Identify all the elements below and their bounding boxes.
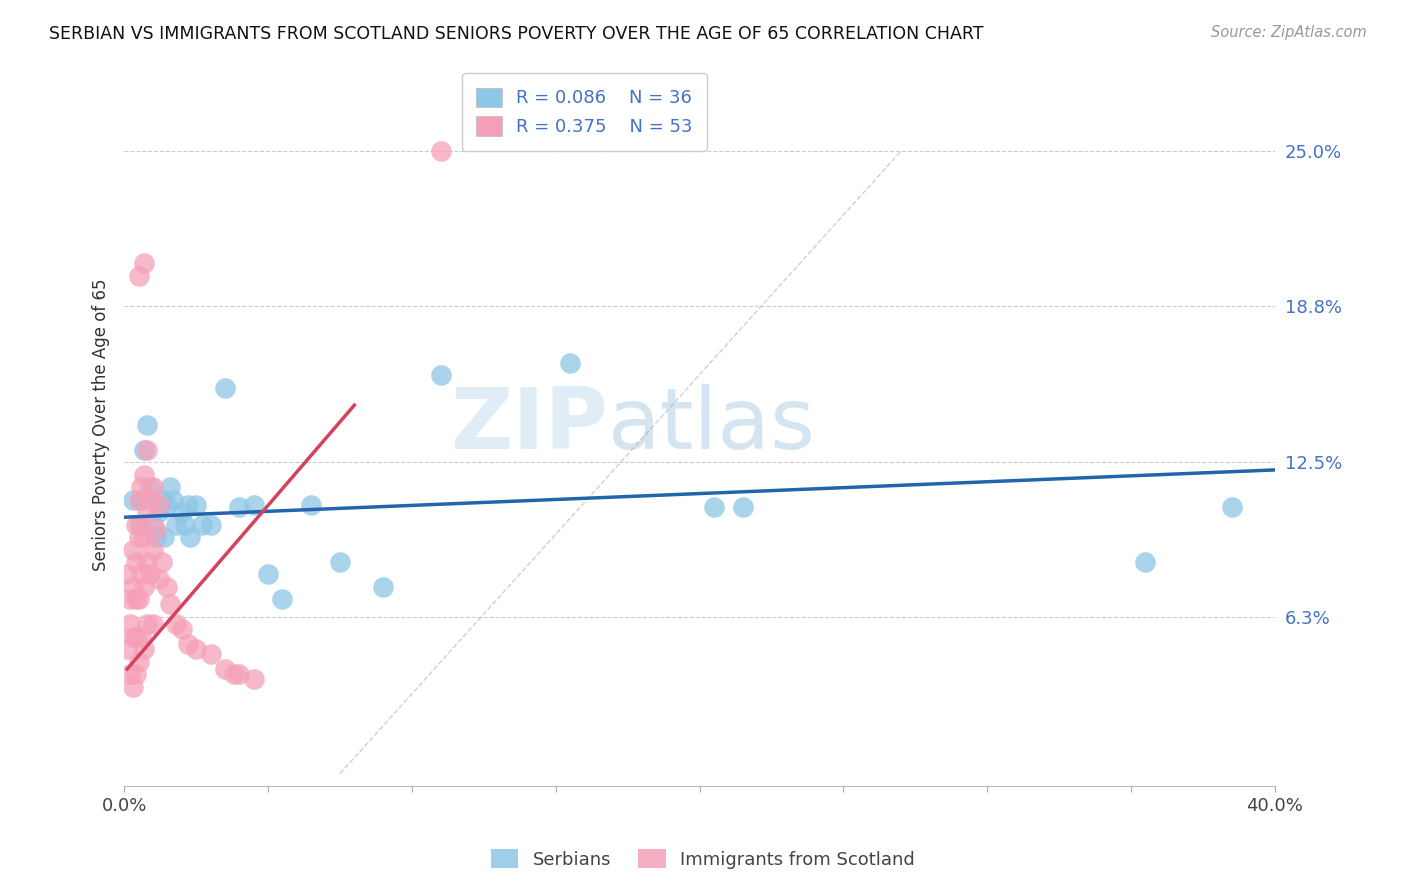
Point [329,555,352,569]
Point [200,647,222,661]
Text: SERBIAN VS IMMIGRANTS FROM SCOTLAND SENIORS POVERTY OVER THE AGE OF 65 CORRELATI: SERBIAN VS IMMIGRANTS FROM SCOTLAND SENI… [49,25,984,43]
Point [299,498,322,512]
Point [1135,555,1157,569]
Point [118,617,141,632]
Point [159,480,181,494]
Point [165,617,187,632]
Point [128,592,150,607]
Point [134,580,156,594]
Point [142,542,165,557]
Point [222,667,245,681]
Point [150,555,173,569]
Point [134,642,156,657]
Point [136,617,159,632]
Point [242,498,264,512]
Point [131,492,153,507]
Point [184,642,207,657]
Point [142,617,165,632]
Point [125,555,148,569]
Point [125,667,148,681]
Point [1220,500,1243,515]
Point [128,530,150,544]
Point [128,517,150,532]
Point [131,567,153,582]
Point [153,530,176,544]
Point [121,680,143,694]
Point [148,498,170,512]
Point [162,492,184,507]
Point [142,517,165,532]
Text: atlas: atlas [607,384,815,467]
Point [429,145,451,159]
Point [214,381,236,395]
Point [125,630,148,644]
Point [134,530,156,544]
Point [142,480,165,494]
Point [558,356,581,370]
Text: Source: ZipAtlas.com: Source: ZipAtlas.com [1211,25,1367,40]
Point [176,637,198,651]
Point [148,573,170,587]
Point [159,598,181,612]
Point [131,630,153,644]
Point [134,467,156,482]
Point [134,442,156,457]
Point [156,498,179,512]
Y-axis label: Seniors Poverty Over the Age of 65: Seniors Poverty Over the Age of 65 [93,279,110,572]
Point [115,642,138,657]
Point [257,567,280,582]
Point [121,492,143,507]
Point [118,592,141,607]
Point [145,523,167,537]
Point [139,567,162,582]
Point [121,630,143,644]
Point [128,655,150,669]
Point [121,580,143,594]
Point [125,592,148,607]
Point [429,368,451,383]
Point [165,517,187,532]
Point [131,517,153,532]
Point [115,567,138,582]
Point [136,418,159,433]
Point [128,492,150,507]
Point [214,662,236,676]
Point [179,530,201,544]
Point [148,505,170,519]
Text: ZIP: ZIP [450,384,607,467]
Point [184,498,207,512]
Point [136,505,159,519]
Point [131,480,153,494]
Point [121,542,143,557]
Point [173,517,195,532]
Point [228,500,250,515]
Point [242,672,264,686]
Point [139,480,162,494]
Point [271,592,294,607]
Point [118,667,141,681]
Point [170,622,193,636]
Point [139,492,162,507]
Point [170,505,193,519]
Point [134,256,156,270]
Legend: Serbians, Immigrants from Scotland: Serbians, Immigrants from Scotland [484,841,922,876]
Point [150,492,173,507]
Point [136,555,159,569]
Point [371,580,394,594]
Point [156,580,179,594]
Point [703,500,725,515]
Point [176,498,198,512]
Point [136,442,159,457]
Point [200,517,222,532]
Point [191,517,214,532]
Point [128,268,150,283]
Point [125,517,148,532]
Point [145,530,167,544]
Point [228,667,250,681]
Legend: R = 0.086    N = 36, R = 0.375    N = 53: R = 0.086 N = 36, R = 0.375 N = 53 [463,73,707,151]
Point [731,500,754,515]
